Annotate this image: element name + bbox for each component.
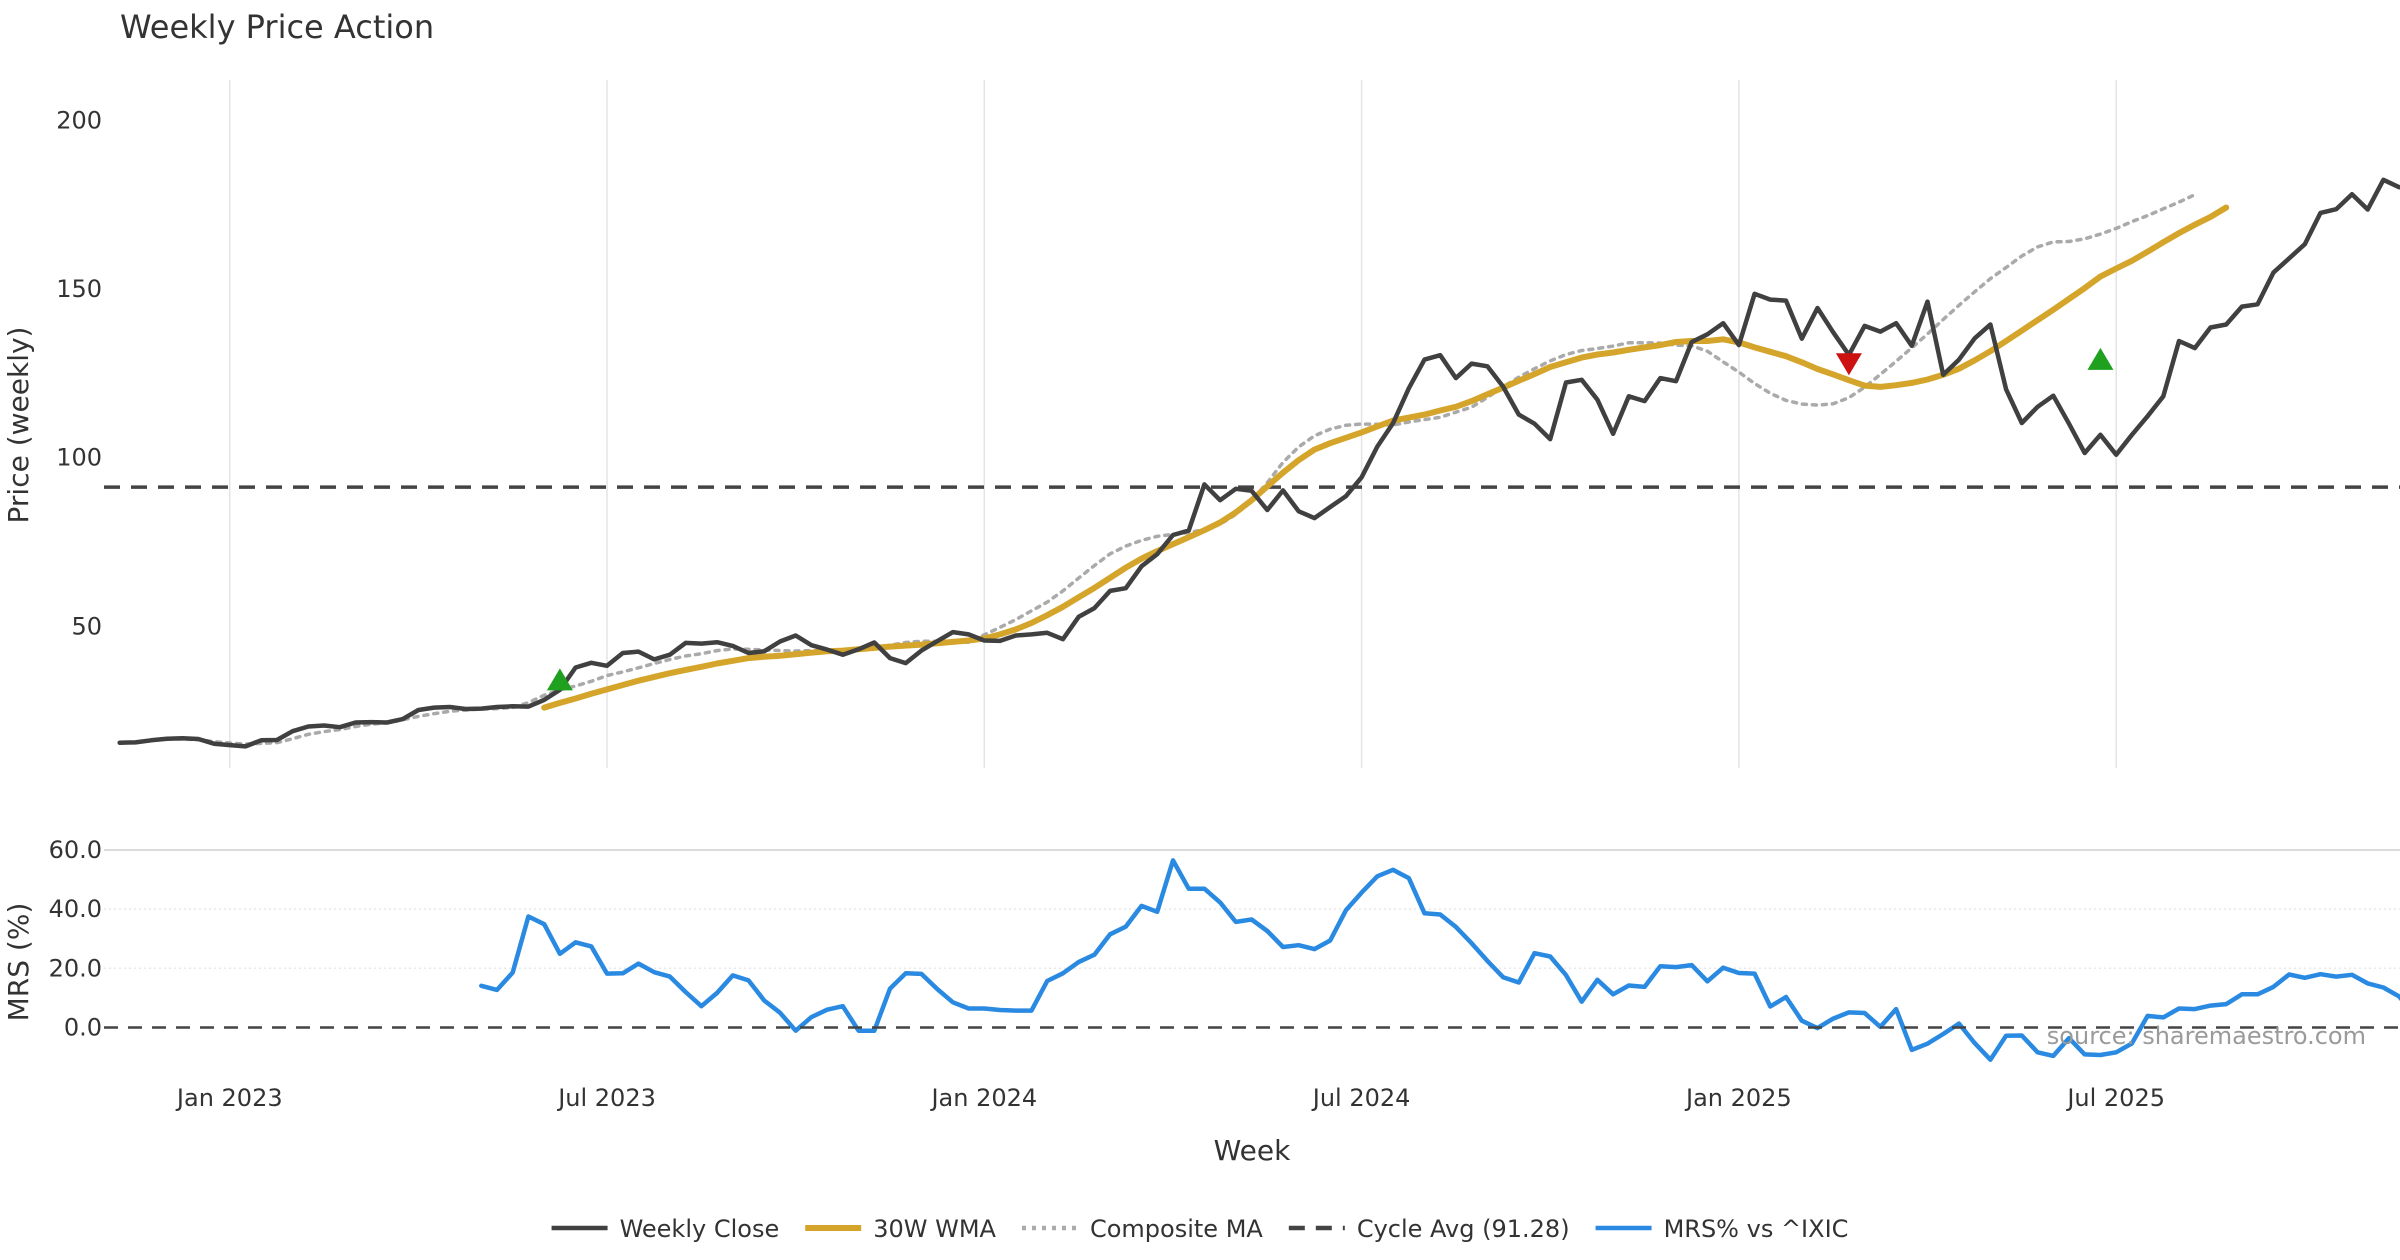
x-tick-label: Jan 2023 [175,1084,283,1112]
composite-ma-line [165,192,2197,746]
price-y-tick-label: 100 [56,444,102,472]
mrs-y-tick-label: 60.0 [49,836,102,864]
x-tick-label: Jul 2025 [2065,1084,2165,1112]
chart-title: Weekly Price Action [120,8,434,46]
mrs-line [479,858,2400,1062]
weekly-close-line [117,177,2400,749]
legend: Weekly Close 30W WMA Composite MA Cycle Avg… [551,1215,1849,1243]
legend-label-wma: 30W WMA [873,1215,996,1243]
mrs-panel [104,858,2400,1062]
sell-signal-marker [1835,353,1862,376]
x-tick-label: Jan 2025 [1684,1084,1792,1112]
30w-wma-line [541,204,2230,711]
price-y-tick-label: 150 [56,275,102,303]
price-y-tick-label: 200 [56,106,102,134]
mrs-y-tick-label: 20.0 [49,954,102,982]
source-watermark: source: sharemaestro.com [2047,1022,2366,1050]
grid [104,80,2400,970]
buy-signal-marker [2087,347,2114,370]
legend-label-composite: Composite MA [1090,1215,1263,1243]
price-y-tick-label: 50 [71,612,102,640]
x-tick-label: Jul 2024 [1311,1084,1411,1112]
buy-signal-marker [546,668,573,691]
mrs-y-axis-label: MRS (%) [2,903,35,1022]
price-panel [104,177,2400,749]
axes: Jan 2023 Jul 2023 Jan 2024 Jul 2024 Jan 2025… [49,106,2165,1112]
x-tick-label: Jan 2024 [929,1084,1037,1112]
price-y-axis-label: Price (weekly) [2,327,35,524]
x-axis-label: Week [1214,1134,1291,1167]
legend-label-cycle: Cycle Avg (91.28) [1357,1215,1570,1243]
x-tick-label: Jul 2023 [556,1084,656,1112]
mrs-y-tick-label: 40.0 [49,895,102,923]
legend-label-mrs: MRS% vs ^IXIC [1664,1215,1849,1243]
legend-label-close: Weekly Close [620,1215,780,1243]
mrs-y-tick-label: 0.0 [64,1013,102,1041]
